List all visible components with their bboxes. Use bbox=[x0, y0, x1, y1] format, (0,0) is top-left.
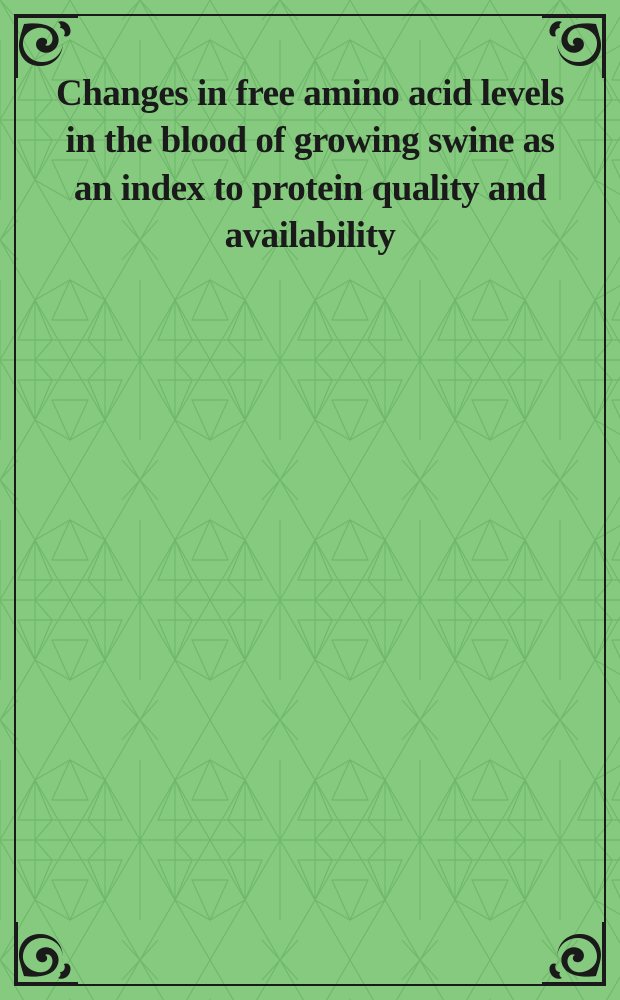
border-right bbox=[604, 70, 606, 930]
border-top bbox=[70, 14, 550, 16]
corner-ornament-bl bbox=[8, 922, 78, 992]
border-left bbox=[14, 70, 16, 930]
border-bottom bbox=[70, 984, 550, 986]
document-title: Changes in free amino acid levels in the… bbox=[50, 70, 570, 259]
title-block: Changes in free amino acid levels in the… bbox=[50, 70, 570, 259]
corner-ornament-br bbox=[542, 922, 612, 992]
corner-ornament-tl bbox=[8, 8, 78, 78]
corner-ornament-tr bbox=[542, 8, 612, 78]
